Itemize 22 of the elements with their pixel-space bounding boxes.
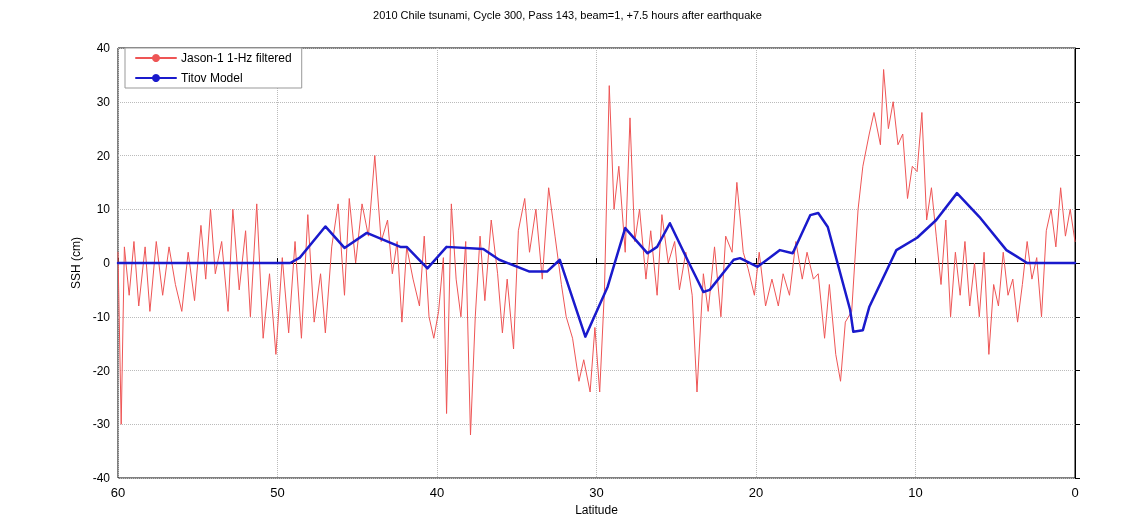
- x-tick-label: 60: [110, 485, 126, 500]
- x-tick-label: 50: [270, 485, 285, 500]
- legend-label: Titov Model: [181, 71, 243, 85]
- y-tick-label: -30: [92, 417, 111, 432]
- y-tick-label: -20: [92, 363, 111, 378]
- line-series: [116, 191, 1077, 338]
- x-tick-label: 0: [1071, 485, 1079, 500]
- y-tick-label: 0: [103, 256, 111, 270]
- y-tick-label: 10: [96, 202, 111, 217]
- y-axis-title: SSH (cm): [68, 237, 83, 289]
- chart-title: 2010 Chile tsunami, Cycle 300, Pass 143, beam=1, +7.5 hours after earthquake: [373, 8, 762, 21]
- x-tick-label: 20: [748, 485, 764, 500]
- y-tick-label: -10: [92, 309, 111, 324]
- x-tick-label: 10: [908, 485, 923, 500]
- y-tick-label: -40: [92, 471, 111, 485]
- y-tick-label: 20: [96, 148, 111, 163]
- x-tick-label: 30: [589, 485, 604, 500]
- x-axis-title: Latitude: [575, 502, 619, 517]
- y-tick-label: 40: [96, 41, 111, 55]
- x-tick-label: 40: [429, 485, 445, 500]
- legend-label: Jason-1 1-Hz filtered: [181, 51, 292, 65]
- y-tick-label: 30: [96, 94, 111, 109]
